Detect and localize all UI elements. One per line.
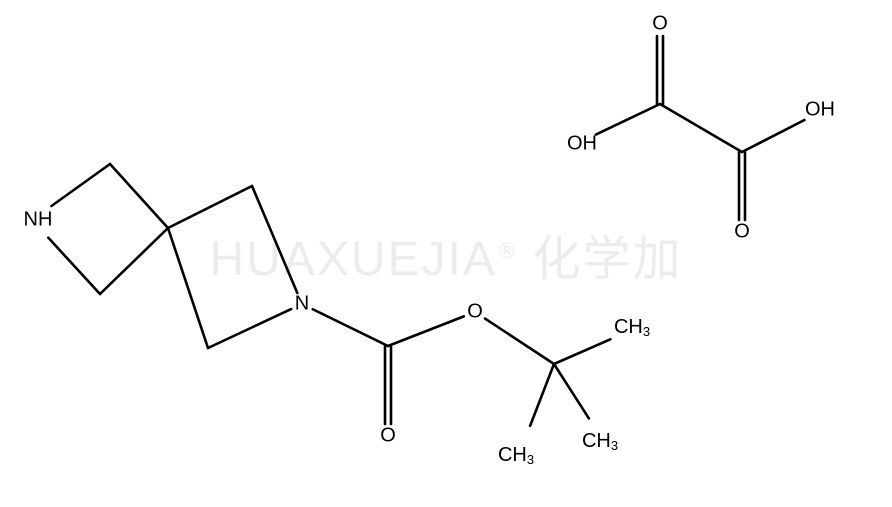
svg-text:O: O	[652, 12, 668, 34]
svg-text:O: O	[467, 300, 483, 322]
svg-text:CH3: CH3	[498, 444, 534, 467]
canvas: HUAXUEJIA® 化学加 NHNOOCH3CH3CH3 OHOOOH	[0, 0, 892, 507]
svg-text:OH: OH	[567, 132, 597, 154]
svg-text:NH: NH	[24, 208, 53, 230]
svg-text:OH: OH	[805, 98, 835, 120]
svg-text:O: O	[734, 220, 750, 242]
molecule-counterion: OH O O OH	[567, 12, 835, 242]
structure-svg: NH N O O CH3 CH3 CH3 OH O O OH	[0, 0, 892, 507]
svg-text:N: N	[295, 292, 309, 314]
molecule-main: NH N O O CH3 CH3 CH3	[24, 164, 651, 467]
svg-text:CH3: CH3	[614, 316, 650, 339]
svg-text:CH3: CH3	[582, 430, 618, 453]
svg-text:O: O	[380, 424, 396, 446]
